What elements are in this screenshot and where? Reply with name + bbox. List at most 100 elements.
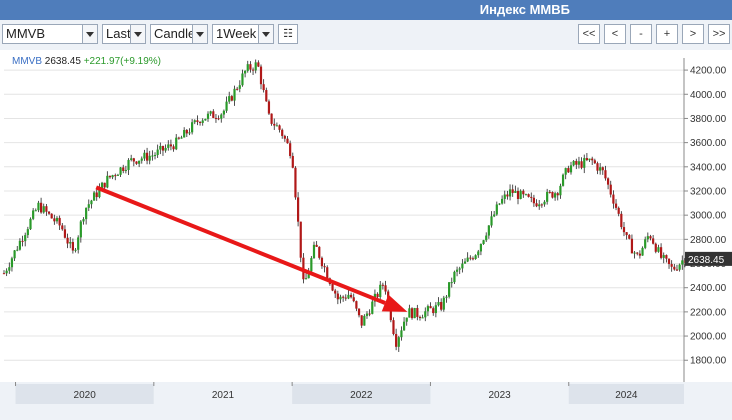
title-bar: Индекс ММВБ <box>0 0 732 20</box>
chart-style-select[interactable]: Candle <box>150 24 208 44</box>
candle-body <box>291 155 294 168</box>
candle-body <box>503 194 506 199</box>
chevron-down-icon[interactable] <box>130 25 145 43</box>
candle-body <box>286 138 289 144</box>
candle-body <box>538 204 541 207</box>
candle-body <box>548 191 551 193</box>
candle-body <box>601 167 604 171</box>
chevron-down-icon[interactable] <box>258 25 273 43</box>
candle-body <box>66 237 69 244</box>
candle-body <box>516 190 520 199</box>
x-tick-label: 2021 <box>212 390 235 401</box>
candle-body <box>402 321 406 331</box>
zoom-in-button[interactable]: + <box>656 24 678 44</box>
candle-body <box>559 185 562 196</box>
nav-next-button[interactable]: > <box>682 24 704 44</box>
candle-body <box>379 284 382 298</box>
candle-body <box>455 269 459 272</box>
candle-body <box>609 184 612 195</box>
candle-body <box>360 315 363 326</box>
candle-body <box>90 200 93 205</box>
nav-last-button[interactable]: >> <box>708 24 730 44</box>
price-type-value: Last <box>106 26 131 41</box>
candle-body <box>34 210 37 212</box>
candle-body <box>418 316 422 319</box>
x-tick-label: 2024 <box>615 390 638 401</box>
candle-body <box>251 69 255 71</box>
candle-body <box>599 167 602 171</box>
candle-body <box>180 137 183 139</box>
candle-body <box>26 229 29 236</box>
chevron-down-icon[interactable] <box>82 25 97 43</box>
nav-first-button[interactable]: << <box>578 24 600 44</box>
candle-body <box>334 290 337 294</box>
table-view-button[interactable]: ☷ <box>278 24 298 44</box>
candle-body <box>24 235 27 242</box>
candle-body <box>400 330 403 338</box>
candle-body <box>450 282 453 284</box>
candle-body <box>320 257 324 267</box>
candle-body <box>71 242 74 251</box>
candle-body <box>633 252 636 254</box>
candle-body <box>363 315 366 326</box>
chart-legend: MMVB 2638.45 +221.97(+9.19%) <box>12 56 161 67</box>
candle-body <box>143 152 146 159</box>
candle-body <box>37 202 40 211</box>
candle-body <box>554 193 557 198</box>
y-tick-label: 4000.00 <box>690 90 727 101</box>
candle-body <box>596 163 599 171</box>
candle-body <box>130 158 133 160</box>
candle-body <box>315 244 318 247</box>
candle-body <box>135 161 138 164</box>
y-axis: 1800.002000.002200.002400.002600.002800.… <box>683 58 732 382</box>
legend-change: +221.97(+9.19%) <box>83 56 161 67</box>
price-chart[interactable]: 2020 2021 2022 2023 2024 1800.00 2000.00 2200.… <box>0 50 732 420</box>
candle-body <box>275 125 279 127</box>
candle-body <box>641 247 644 256</box>
candle-body <box>127 159 130 170</box>
candle-body <box>540 204 543 206</box>
candle-body <box>569 165 573 173</box>
candle-body <box>244 70 247 74</box>
candle-body <box>236 88 239 90</box>
candle-body <box>445 296 448 298</box>
candle-body <box>546 191 549 202</box>
candle-body <box>228 96 231 102</box>
candle-body <box>397 337 400 347</box>
candle-body <box>490 216 493 226</box>
candle-body <box>326 267 329 279</box>
candle-body <box>580 161 583 168</box>
candle-body <box>2 273 6 275</box>
y-tick-label: 3800.00 <box>690 114 727 125</box>
nav-prev-button[interactable]: < <box>604 24 626 44</box>
candle-body <box>421 317 424 319</box>
candle-body <box>32 210 35 219</box>
candle-body <box>551 192 554 198</box>
candle-body <box>588 158 591 161</box>
symbol-select[interactable]: MMVB <box>2 24 98 44</box>
candle-body <box>585 158 588 161</box>
candle-body <box>233 88 236 101</box>
chevron-down-icon[interactable] <box>192 25 207 43</box>
zoom-out-button[interactable]: - <box>630 24 652 44</box>
candle-body <box>124 169 127 171</box>
candle-body <box>53 218 56 222</box>
candle-body <box>493 214 496 217</box>
candle-body <box>572 160 575 166</box>
candle-body <box>198 121 202 123</box>
candle-body <box>617 207 620 214</box>
candle-body <box>638 253 641 256</box>
candle-body <box>106 175 109 188</box>
candle-body <box>575 160 578 165</box>
candle-body <box>98 188 101 198</box>
last-price-label: 2638.45 <box>688 255 725 266</box>
interval-select[interactable]: 1Week <box>212 24 274 44</box>
arrow-head <box>381 294 408 312</box>
candle-body <box>416 307 419 317</box>
candle-body <box>564 168 567 175</box>
price-type-select[interactable]: Last <box>102 24 146 44</box>
candle-body <box>265 90 268 102</box>
candle-body <box>175 137 178 150</box>
candle-body <box>61 225 64 230</box>
candle-body <box>249 64 252 70</box>
